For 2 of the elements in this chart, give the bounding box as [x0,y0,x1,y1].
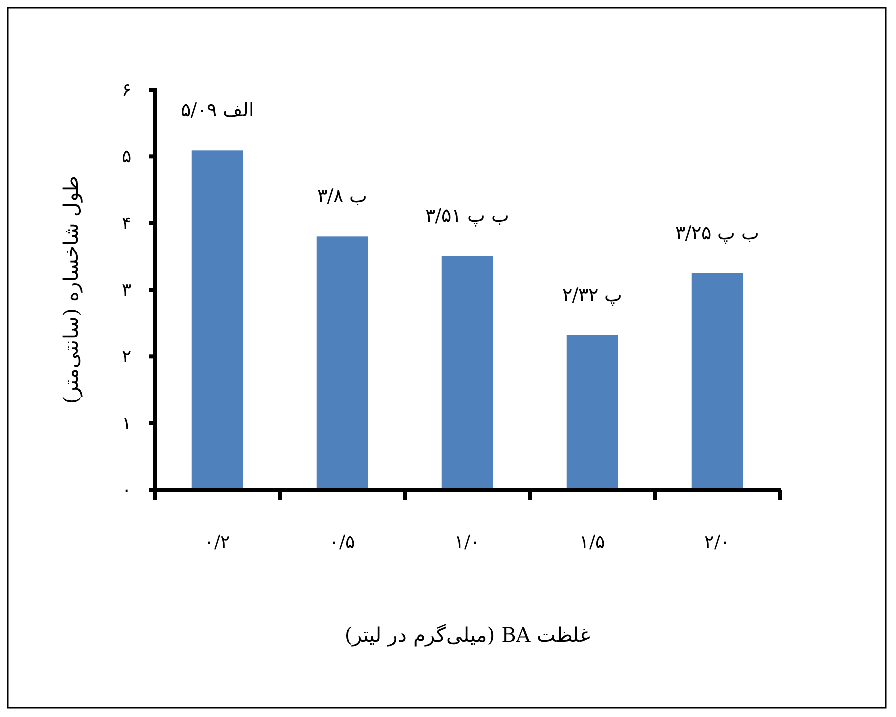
ylabel: طول شاخساره (سانتی‌متر) [59,176,83,404]
xlabel: غلظت BA (میلی‌گرم در لیتر) [344,623,590,647]
